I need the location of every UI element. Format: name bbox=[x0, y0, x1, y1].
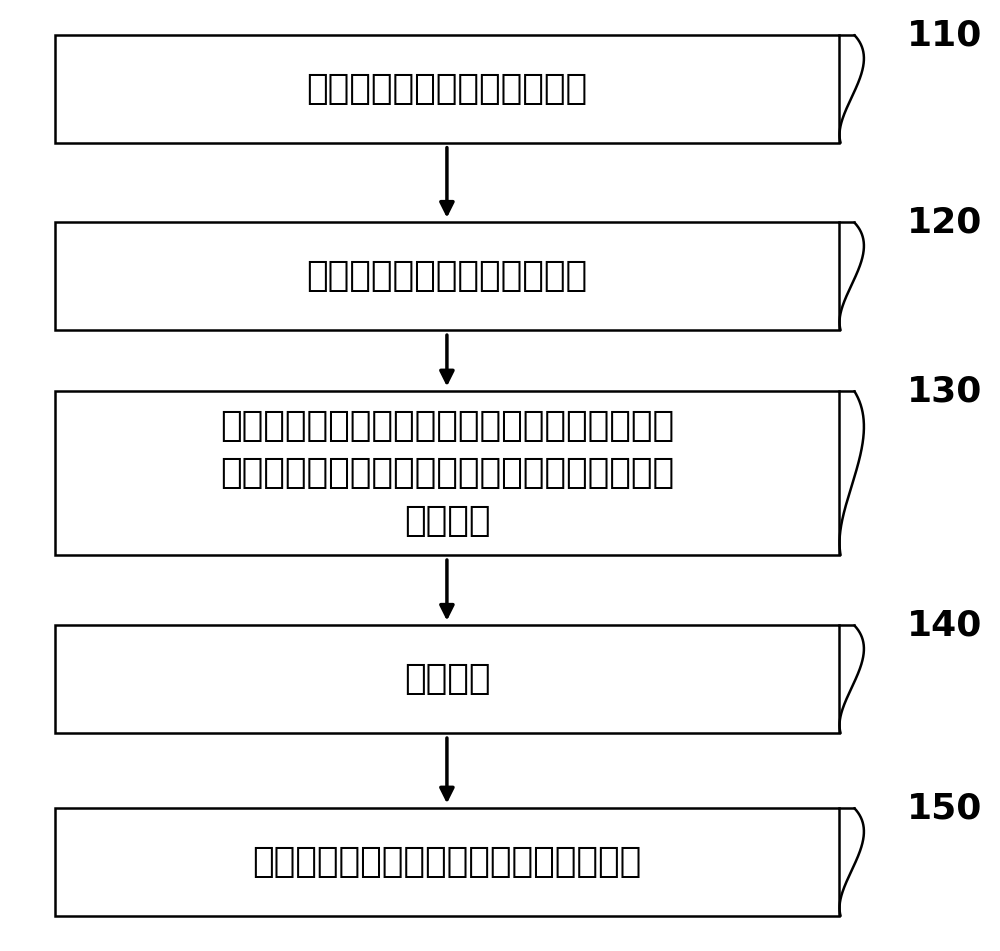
Bar bbox=[55, 391, 839, 555]
Text: 130: 130 bbox=[907, 374, 982, 408]
Text: 将散热板放在所述限高凸点和所述芯片上，并经
过回流将所述散热板与所述芯片、所述限高凸点
键合起来: 将散热板放在所述限高凸点和所述芯片上，并经 过回流将所述散热板与所述芯片、所述限… bbox=[220, 409, 674, 537]
Text: 150: 150 bbox=[907, 791, 982, 825]
Bar bbox=[55, 626, 839, 733]
Text: 在所述基板的第二面植球，形成接地凸点: 在所述基板的第二面植球，形成接地凸点 bbox=[252, 845, 642, 879]
Text: 在所述基板的第一面上贴芯片: 在所述基板的第一面上贴芯片 bbox=[306, 260, 587, 293]
Bar bbox=[55, 35, 839, 143]
Text: 填充树脂: 填充树脂 bbox=[404, 662, 490, 696]
Text: 110: 110 bbox=[907, 18, 982, 52]
Text: 在基板的第一面上植限高凸点: 在基板的第一面上植限高凸点 bbox=[306, 72, 587, 106]
Bar bbox=[55, 808, 839, 916]
Text: 140: 140 bbox=[907, 609, 982, 643]
Text: 120: 120 bbox=[907, 205, 982, 240]
Bar bbox=[55, 223, 839, 330]
